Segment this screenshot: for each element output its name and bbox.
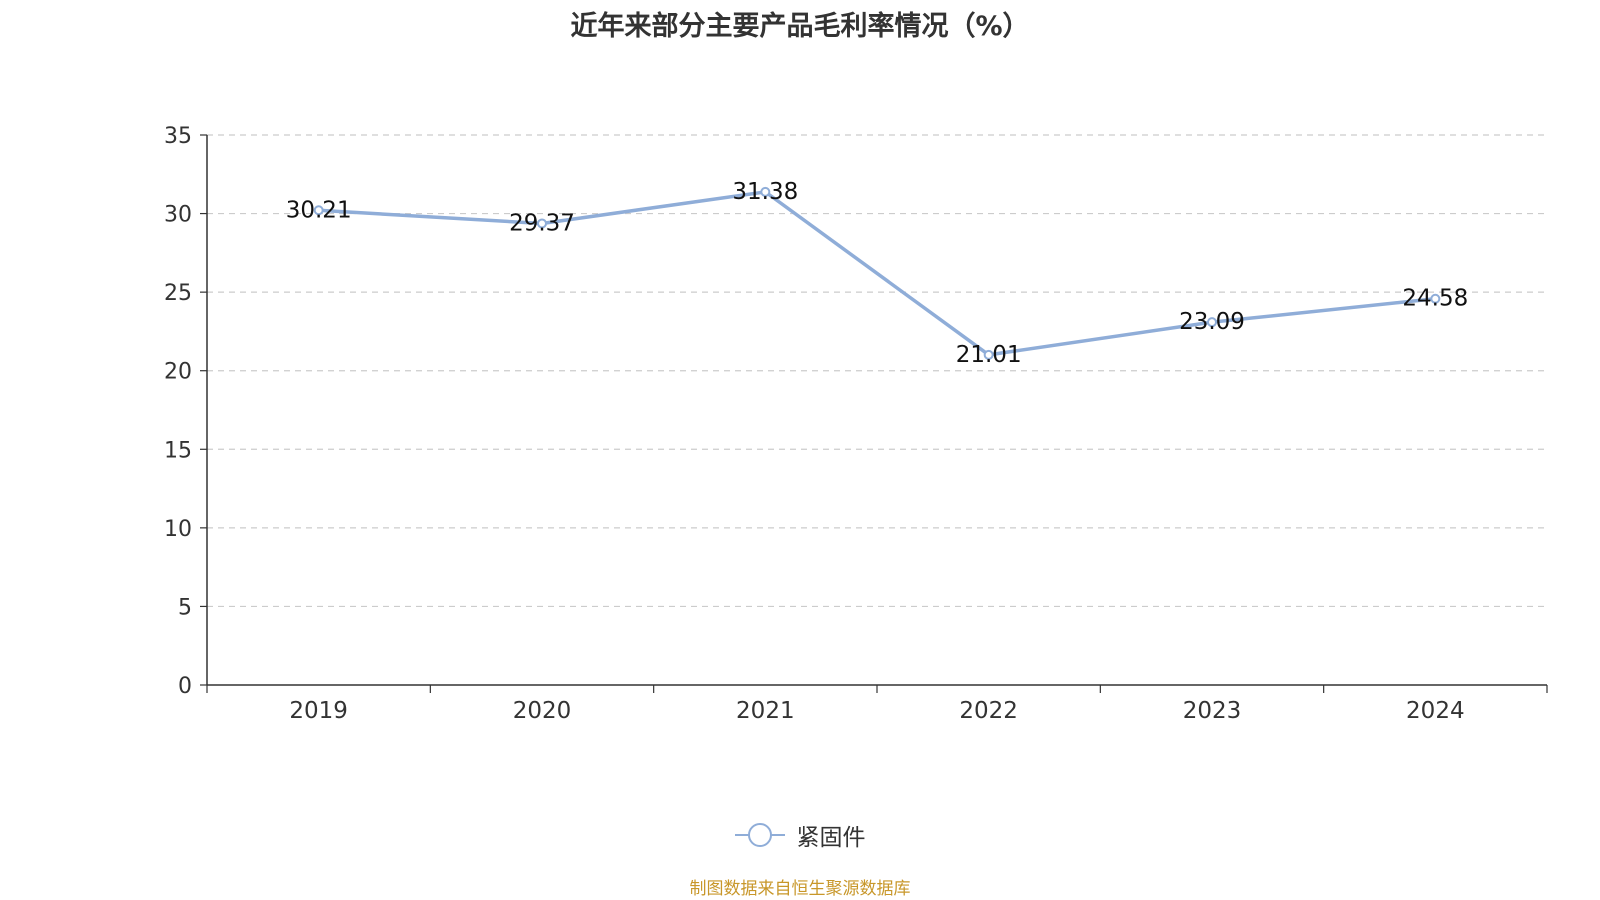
y-tick-label: 20 (164, 360, 192, 385)
y-tick-label: 0 (178, 674, 192, 699)
x-tick-label: 2020 (513, 698, 572, 724)
data-label: 30.21 (286, 197, 352, 223)
y-tick-label: 35 (164, 124, 192, 149)
data-label: 24.58 (1402, 286, 1468, 312)
chart-title: 近年来部分主要产品毛利率情况（%） (570, 11, 1030, 42)
data-source-note: 制图数据来自恒生聚源数据库 (689, 879, 911, 899)
y-tick-label: 5 (178, 595, 192, 620)
x-tick-label: 2019 (289, 698, 348, 724)
data-label: 21.01 (956, 342, 1022, 368)
data-label: 23.09 (1179, 309, 1245, 335)
data-point (313, 205, 324, 216)
data-label: 29.37 (509, 210, 575, 236)
y-tick-label: 25 (164, 281, 192, 306)
series-line (318, 190, 1436, 357)
data-point (1207, 317, 1217, 328)
legend-label: 紧固件 (796, 825, 866, 851)
y-tick-label: 10 (164, 517, 192, 542)
x-tick-label: 2021 (736, 698, 795, 724)
x-tick-label: 2024 (1406, 698, 1465, 724)
legend-circle-icon (747, 823, 772, 847)
x-tick-label: 2023 (1183, 698, 1242, 724)
legend-marker-icon (734, 823, 785, 847)
y-tick-label: 15 (164, 438, 192, 463)
data-point (1430, 293, 1441, 304)
legend[interactable]: 紧固件 (0, 818, 1600, 852)
y-tick-label: 30 (164, 203, 192, 228)
data-point (537, 218, 547, 229)
line-chart: 0 5 10 15 20 25 30 35 2019 2020 2021 2022 2023 2024 30… (164, 124, 1548, 724)
data-label: 31.38 (732, 179, 798, 205)
x-tick-label: 2022 (959, 698, 1018, 724)
data-point (983, 349, 994, 360)
data-point (760, 186, 771, 197)
